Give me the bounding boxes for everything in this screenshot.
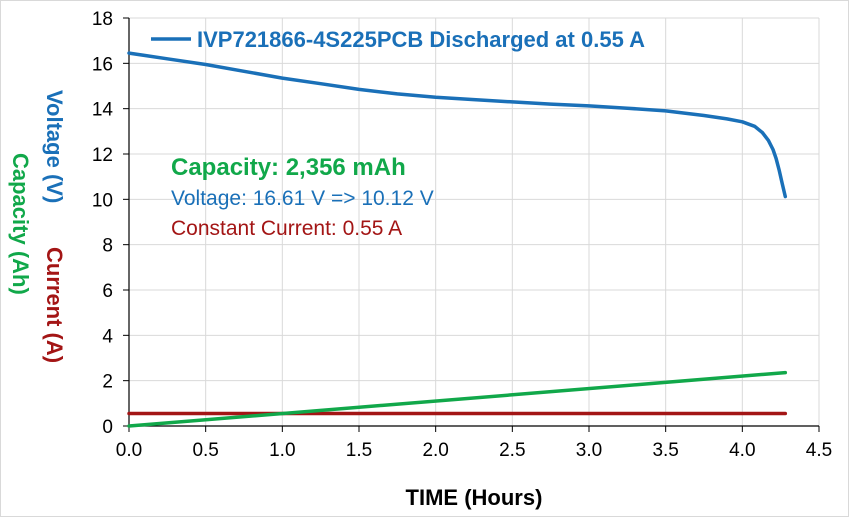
y-tick-label: 2	[102, 372, 113, 393]
axes: 0.0 0.5 1.0 1.5 2.0 2.5 3.0 3.5 4.0 4.5 0 2 4 6 8 10 12 1…	[92, 9, 832, 461]
y-tick-label: 6	[102, 281, 113, 302]
x-tick-label: 4.0	[729, 440, 755, 461]
legend-label: IVP721866-4S225PCB Discharged at 0.55 A	[197, 27, 645, 52]
y-tick-label: 12	[92, 145, 113, 166]
x-tick-label: 1.5	[346, 440, 372, 461]
y-tick-label: 16	[92, 54, 113, 75]
x-tick-label: 1.0	[269, 440, 295, 461]
x-tick-label: 3.0	[576, 440, 602, 461]
x-tick-label: 2.0	[422, 440, 448, 461]
legend: IVP721866-4S225PCB Discharged at 0.55 A	[151, 27, 645, 52]
x-tick-label: 0.5	[192, 440, 218, 461]
capacity-series-line	[127, 370, 788, 428]
series-layer	[127, 51, 788, 428]
x-tick-label: 3.5	[652, 440, 678, 461]
x-axis-title: TIME (Hours)	[406, 485, 543, 510]
annotation-capacity: Capacity: 2,356 mAh	[171, 154, 406, 181]
y-tick-label: 14	[92, 100, 114, 121]
y-axis-title-voltage: Voltage (V)	[42, 90, 67, 203]
x-tick-label: 4.5	[806, 440, 832, 461]
y-tick-label: 8	[102, 236, 113, 257]
y-tick-label: 4	[102, 326, 113, 347]
y-tick-label: 18	[92, 9, 113, 30]
x-tick-label: 2.5	[499, 440, 525, 461]
annotation-voltage: Voltage: 16.61 V => 10.12 V	[171, 187, 434, 210]
y-axis-title-capacity: Capacity (Ah)	[8, 153, 33, 295]
x-tick-label: 0.0	[116, 440, 142, 461]
annotation-current: Constant Current: 0.55 A	[171, 217, 402, 240]
y-tick-label: 0	[102, 417, 113, 438]
y-axis-title-current: Current (A)	[42, 247, 67, 363]
y-tick-label: 10	[92, 190, 113, 211]
voltage-series-line	[127, 51, 788, 199]
